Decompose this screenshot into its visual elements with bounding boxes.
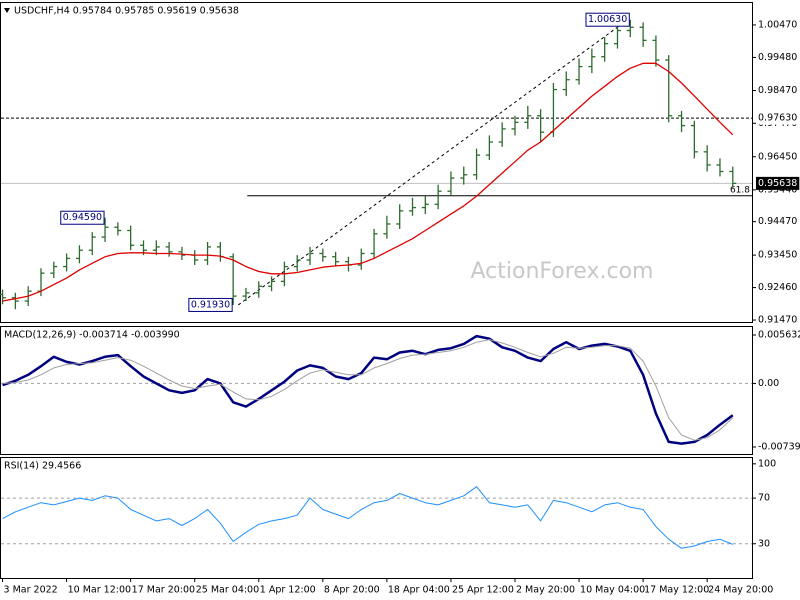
x-tick-label: 10 May 04:00 [580, 585, 645, 596]
annotation-box [188, 297, 233, 312]
trendline [237, 19, 629, 306]
y-tick-label: 70 [758, 493, 770, 504]
panel-frame [0, 2, 753, 323]
annotation-box [60, 210, 105, 225]
price-annotation: 1.00630 [588, 14, 627, 25]
y-tick-label: 0.96450 [758, 151, 797, 162]
y-tick-label: 30 [758, 538, 770, 549]
title-icon [4, 8, 10, 13]
x-tick-label: 8 Apr 20:00 [324, 585, 380, 596]
x-tick-label: 10 Mar 12:00 [68, 585, 131, 596]
hline-label: 0.97630 [758, 113, 797, 124]
fib-label: 61.8 [730, 185, 750, 195]
y-tick-label: 0.92460 [758, 282, 797, 293]
x-tick-label: 3 Mar 2022 [4, 585, 58, 596]
x-tick-label: 2 May 20:00 [516, 585, 575, 596]
y-tick-label: 0.99480 [758, 52, 797, 63]
y-tick-label: 0.00 [758, 378, 779, 389]
panel-title: RSI(14) 29.4566 [4, 461, 81, 472]
annotation-box [585, 12, 630, 27]
y-tick-label: 0.005632 [758, 330, 800, 341]
indicator-line [2, 486, 733, 549]
current-price-box [756, 176, 800, 190]
x-tick-label: 18 Apr 04:00 [388, 585, 450, 596]
watermark: ActionForex.com [471, 259, 654, 284]
x-tick-label: 25 Mar 04:00 [196, 585, 259, 596]
y-tick-label: 0.91470 [758, 315, 797, 326]
x-tick-label: 24 May 20:00 [708, 585, 773, 596]
moving-average [2, 62, 734, 302]
panel-frame [0, 457, 753, 579]
indicator-line [2, 339, 734, 441]
panel-title: USDCHF,H4 0.95784 0.95785 0.95619 0.9563… [14, 6, 239, 17]
panel-title: MACD(12,26,9) -0.003714 -0.003990 [4, 330, 180, 341]
y-tick-label: 0.98470 [758, 85, 797, 96]
y-tick-label: 0.93450 [758, 250, 797, 261]
panel-frame [0, 326, 753, 455]
hline-label-bg [756, 111, 800, 125]
x-tick-label: 17 May 12:00 [644, 585, 709, 596]
y-tick-label: 0.94470 [758, 216, 797, 227]
current-price-label: 0.95638 [758, 178, 797, 189]
x-tick-label: 25 Apr 12:00 [452, 585, 514, 596]
x-tick-label: 1 Apr 12:00 [260, 585, 316, 596]
y-tick-label: -0.007395 [758, 442, 800, 453]
y-tick-label: 1.00470 [758, 19, 797, 30]
price-annotation: 0.91930 [191, 299, 230, 310]
x-tick-label: 17 Mar 20:00 [132, 585, 195, 596]
price-annotation: 0.94590 [63, 212, 102, 223]
y-tick-label: 100 [758, 458, 776, 469]
